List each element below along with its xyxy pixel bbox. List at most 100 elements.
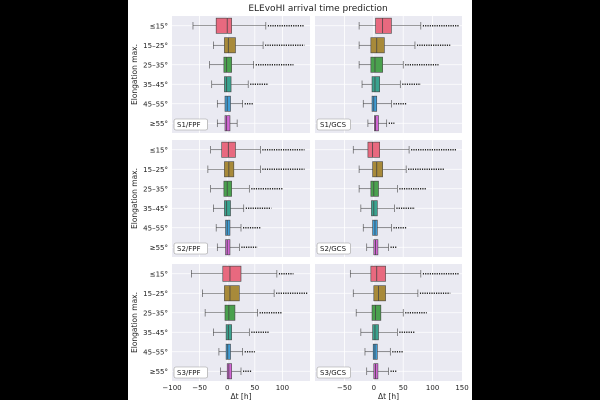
y-tick-label: 45–55° <box>143 224 168 232</box>
y-tick-label: ≤15° <box>150 146 168 154</box>
box-body <box>224 304 236 321</box>
box-3 <box>355 304 427 321</box>
y-tick-label: ≥55° <box>150 368 168 376</box>
box-4 <box>213 324 269 341</box>
box-3 <box>358 56 439 73</box>
box-3 <box>210 180 283 197</box>
box-2 <box>207 161 305 178</box>
x-tick-label: −50 <box>192 384 207 392</box>
box-6 <box>367 115 395 132</box>
y-tick-label: 35–45° <box>143 205 168 213</box>
box-3 <box>204 304 283 321</box>
panel-background <box>172 264 310 381</box>
box-body <box>224 37 236 54</box>
box-body <box>375 17 392 34</box>
y-tick-label: 35–45° <box>143 329 168 337</box>
box-body <box>215 17 232 34</box>
box-5 <box>362 95 407 112</box>
panel-label: S1/FPF <box>173 118 208 131</box>
panel-s2-gcs: S2/GCS <box>315 140 462 257</box>
box-body <box>371 95 378 112</box>
box-body <box>224 76 232 93</box>
box-body <box>222 265 242 282</box>
box-6 <box>216 239 258 256</box>
x-tick-label: 150 <box>455 384 468 392</box>
y-tick-label: 25–35° <box>143 61 168 69</box>
y-axis-label: Elongation max. <box>130 168 139 229</box>
x-tick-label: 0 <box>225 384 229 392</box>
box-body <box>226 363 232 380</box>
box-1 <box>192 17 305 34</box>
box-5 <box>215 219 261 236</box>
box-body <box>225 343 231 360</box>
box-body <box>370 56 383 73</box>
box-body <box>370 180 379 197</box>
box-body <box>373 285 386 302</box>
panel-label: S1/GCS <box>316 118 351 131</box>
box-body <box>371 200 378 217</box>
box-body <box>370 37 385 54</box>
panel-label-text: S3/GCS <box>320 369 347 377</box>
x-tick-label: 100 <box>426 384 439 392</box>
y-axis-label: Elongation max. <box>130 44 139 105</box>
box-body <box>225 219 231 236</box>
box-4 <box>360 200 415 217</box>
panel-label: S2/GCS <box>316 242 351 255</box>
y-tick-label: 25–35° <box>143 309 168 317</box>
box-body <box>370 265 386 282</box>
box-body <box>223 180 232 197</box>
panel-background <box>172 16 310 133</box>
y-tick-label: 45–55° <box>143 348 168 356</box>
panel-s2-fpf: S2/FPF ≤15° 15–25° 25–35° 35–45° 45–55° ≥55° El… <box>130 140 310 257</box>
y-tick-label: 15–25° <box>143 290 168 298</box>
panel-label-text: S1/GCS <box>320 121 347 129</box>
box-body <box>225 239 231 256</box>
x-tick-label: 0 <box>372 384 376 392</box>
box-1 <box>352 141 457 158</box>
panels-group: S1/FPF ≤15° 15–25° 25–35° 35–45° 45–55° ≥55° El… <box>130 16 469 400</box>
box-1 <box>191 265 294 282</box>
box-body <box>374 115 379 132</box>
box-body <box>371 304 382 321</box>
box-1 <box>358 17 460 34</box>
panel-label-box <box>316 242 351 255</box>
box-5 <box>364 343 404 360</box>
box-body <box>225 324 232 341</box>
y-tick-label: 35–45° <box>143 81 168 89</box>
box-body <box>367 141 380 158</box>
y-tick-label: ≥55° <box>150 120 168 128</box>
panel-s1-fpf: S1/FPF ≤15° 15–25° 25–35° 35–45° 45–55° ≥55° El… <box>130 16 310 133</box>
box-5 <box>218 343 255 360</box>
box-body <box>224 95 231 112</box>
y-tick-label: ≤15° <box>150 270 168 278</box>
box-6 <box>366 239 398 256</box>
chart-title: ELEvoHI arrival time prediction <box>248 4 387 14</box>
y-tick-label: ≥55° <box>150 244 168 252</box>
box-4 <box>360 324 415 341</box>
box-6 <box>220 363 253 380</box>
panel-label-box <box>316 366 351 379</box>
panel-background <box>315 140 462 257</box>
panel-s3-fpf: S3/FPF ≤15° 15–25° 25–35° 35–45° 45–55° ≥55° El… <box>130 264 310 400</box>
box-4 <box>211 76 269 93</box>
panel-s1-gcs: S1/GCS <box>315 16 462 133</box>
x-tick-label: 50 <box>399 384 408 392</box>
box-body <box>224 115 231 132</box>
box-5 <box>362 219 407 236</box>
box-body <box>224 285 240 302</box>
x-axis-label: Δt [h] <box>378 392 399 400</box>
panel-s3-gcs: S3/GCS −50 0 50 100 150 Δt [h] <box>315 264 469 400</box>
x-axis-label: Δt [h] <box>230 392 251 400</box>
panel-label: S3/FPF <box>173 366 208 379</box>
box-body <box>371 76 380 93</box>
y-tick-label: ≤15° <box>150 22 168 30</box>
box-2 <box>202 285 308 302</box>
box-body <box>372 161 383 178</box>
panel-background <box>172 140 310 257</box>
box-1 <box>349 265 460 282</box>
box-6 <box>216 115 238 132</box>
x-tick-label: 100 <box>276 384 289 392</box>
panel-label: S3/GCS <box>316 366 351 379</box>
box-2 <box>352 285 451 302</box>
